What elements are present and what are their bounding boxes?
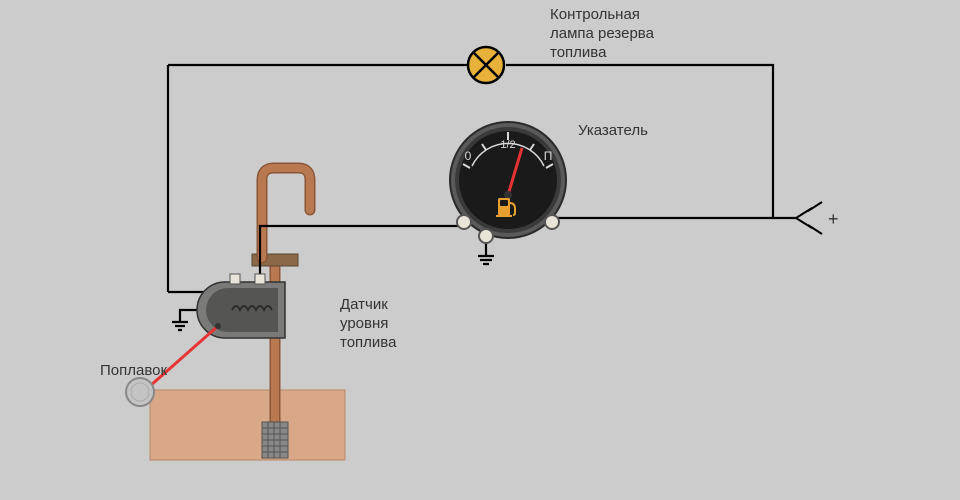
float-label: Поплавок: [100, 362, 167, 381]
fuel-gauge: 0 1/2 П: [450, 122, 566, 243]
gauge-terminal-ground: [479, 229, 493, 243]
float-icon: [126, 378, 154, 406]
indicator-label: Указатель: [578, 122, 648, 141]
diagram-svg: 0 1/2 П: [0, 0, 960, 500]
gauge-full-label: П: [544, 149, 553, 163]
fuel-level-sensor: [126, 274, 285, 406]
plus-label: +: [828, 208, 839, 231]
gauge-half-label: 1/2: [500, 139, 515, 151]
warning-lamp-label: Контрольная лампа резерва топлива: [550, 6, 654, 62]
sensor-label: Датчик уровня топлива: [340, 296, 396, 352]
warning-lamp-icon: [468, 47, 504, 83]
gauge-zero-label: 0: [465, 149, 472, 163]
fuel-tank: [150, 390, 345, 460]
gauge-terminal-left: [457, 215, 471, 229]
gauge-terminal-right: [545, 215, 559, 229]
fuel-filter: [262, 422, 288, 458]
